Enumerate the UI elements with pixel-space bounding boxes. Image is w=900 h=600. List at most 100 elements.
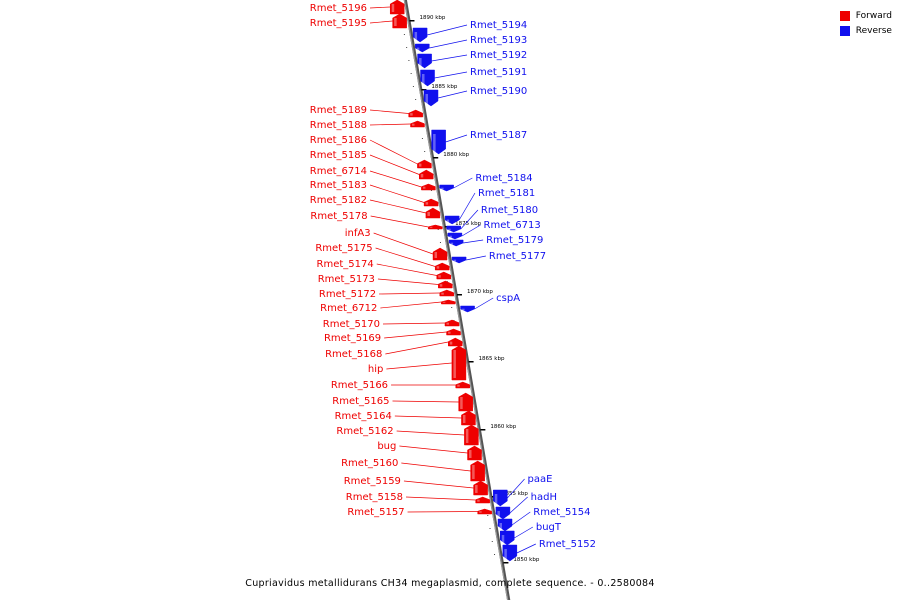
gene-label[interactable]: Rmet_5196 xyxy=(310,3,367,14)
gene-arrow[interactable] xyxy=(439,184,454,192)
gene-label[interactable]: bugT xyxy=(536,522,562,533)
gene-arrow[interactable] xyxy=(460,305,475,313)
gene-label[interactable]: Rmet_5195 xyxy=(310,18,367,29)
gene-label[interactable]: bug xyxy=(377,441,396,452)
gene-arrow[interactable] xyxy=(444,215,460,225)
gene-arrow[interactable] xyxy=(421,183,436,191)
gene-arrow[interactable] xyxy=(428,224,443,230)
gene-arrow[interactable] xyxy=(497,518,513,532)
gene-label[interactable]: Rmet_5157 xyxy=(347,507,404,518)
gene-label[interactable]: Rmet_5175 xyxy=(315,243,372,254)
gene-arrow[interactable] xyxy=(502,544,518,562)
gene-label[interactable]: Rmet_5169 xyxy=(324,333,381,344)
gene-arrow[interactable] xyxy=(455,381,470,389)
gene-arrow[interactable] xyxy=(432,247,448,261)
gene-label[interactable]: Rmet_5165 xyxy=(332,396,389,407)
gene-label[interactable]: Rmet_5173 xyxy=(318,274,375,285)
gene-arrow[interactable] xyxy=(434,262,450,271)
gene-arrow[interactable] xyxy=(470,460,485,482)
gene-label[interactable]: Rmet_5180 xyxy=(481,205,538,216)
gene-arrow[interactable] xyxy=(461,410,476,426)
gene-arrow[interactable] xyxy=(389,0,405,15)
gene-label[interactable]: Rmet_5190 xyxy=(470,86,527,97)
gene-label[interactable]: Rmet_5168 xyxy=(325,349,382,360)
gene-label[interactable]: Rmet_5185 xyxy=(310,150,367,161)
gene-arrow[interactable] xyxy=(444,319,460,327)
gene-label[interactable]: Rmet_5152 xyxy=(539,539,596,550)
gene-arrow[interactable] xyxy=(447,232,463,240)
gene-label[interactable]: Rmet_5158 xyxy=(346,492,403,503)
gene-label[interactable]: Rmet_5181 xyxy=(478,188,535,199)
gene-arrow[interactable] xyxy=(495,506,511,520)
gene-label[interactable]: Rmet_5179 xyxy=(486,235,543,246)
gene-label[interactable]: Rmet_5164 xyxy=(335,411,392,422)
gene-label[interactable]: Rmet_5192 xyxy=(470,50,527,61)
gene-arrow[interactable] xyxy=(441,299,456,305)
gene-label[interactable]: Rmet_5178 xyxy=(310,211,367,222)
gene-arrow[interactable] xyxy=(410,120,425,128)
gene-label[interactable]: Rmet_5189 xyxy=(310,105,367,116)
gene-arrow[interactable] xyxy=(451,345,467,381)
gene-arrow[interactable] xyxy=(408,109,423,118)
gene-arrow[interactable] xyxy=(423,89,439,107)
gene-label[interactable]: infA3 xyxy=(345,228,371,239)
gene-label[interactable]: Rmet_5184 xyxy=(475,173,532,184)
gene-arrow[interactable] xyxy=(475,496,490,504)
gene-arrow[interactable] xyxy=(451,256,467,264)
gene-label[interactable]: hadH xyxy=(531,492,557,503)
gene-arrow[interactable] xyxy=(431,129,446,155)
gene-arrow-shade xyxy=(448,331,451,334)
gene-label[interactable]: Rmet_5188 xyxy=(310,120,367,131)
gene-arrow[interactable] xyxy=(439,289,455,297)
gene-label[interactable]: Rmet_5183 xyxy=(310,180,367,191)
gene-arrow[interactable] xyxy=(418,169,434,180)
gene-arrow[interactable] xyxy=(412,27,428,43)
gene-label[interactable]: Rmet_5194 xyxy=(470,20,527,31)
gene-label[interactable]: Rmet_5191 xyxy=(470,67,527,78)
gene-arrow[interactable] xyxy=(446,328,461,336)
gene-arrow[interactable] xyxy=(500,530,515,546)
gene-arrow[interactable] xyxy=(425,207,441,219)
gene-label[interactable]: Rmet_6713 xyxy=(484,220,541,231)
gene-label[interactable]: cspA xyxy=(496,293,520,304)
gene-label[interactable]: Rmet_6712 xyxy=(320,303,377,314)
gene-arrow[interactable] xyxy=(417,159,432,169)
gene-leader-line xyxy=(507,478,525,499)
gene-label[interactable]: paaE xyxy=(528,474,553,485)
gene-label[interactable]: Rmet_5174 xyxy=(317,259,374,270)
gene-arrow[interactable] xyxy=(448,337,463,347)
gene-arrow[interactable] xyxy=(423,198,439,207)
gene-label[interactable]: Rmet_6714 xyxy=(310,166,367,177)
gene-label[interactable]: hip xyxy=(368,364,383,375)
gene-arrow[interactable] xyxy=(392,13,407,29)
gene-arrow[interactable] xyxy=(420,69,435,87)
gene-label[interactable]: Rmet_5186 xyxy=(310,135,367,146)
gene-label[interactable]: Rmet_5187 xyxy=(470,130,527,141)
gene-label[interactable]: Rmet_5193 xyxy=(470,35,527,46)
gene-leader-line xyxy=(369,170,422,188)
gene-arrow[interactable] xyxy=(458,392,473,412)
gene-label[interactable]: Rmet_5182 xyxy=(310,195,367,206)
gene-label[interactable]: Rmet_5177 xyxy=(489,251,546,262)
gene-arrow[interactable] xyxy=(477,508,492,515)
gene-arrow[interactable] xyxy=(415,43,430,53)
gene-arrow[interactable] xyxy=(436,271,452,280)
gene-label[interactable]: Rmet_5160 xyxy=(341,458,398,469)
gene-label[interactable]: Rmet_5159 xyxy=(344,476,401,487)
gene-arrow[interactable] xyxy=(446,225,461,233)
gene-label[interactable]: Rmet_5172 xyxy=(319,289,376,300)
gene-label[interactable]: Rmet_5166 xyxy=(331,380,388,391)
gene-arrow[interactable] xyxy=(467,445,482,461)
gene-label[interactable]: Rmet_5162 xyxy=(336,426,393,437)
gene-arrow[interactable] xyxy=(493,489,508,507)
gene-arrow[interactable] xyxy=(448,239,464,247)
gene-leader-line xyxy=(461,224,481,237)
gene-arrow[interactable] xyxy=(464,424,479,446)
gene-label[interactable]: Rmet_5170 xyxy=(323,319,380,330)
gene-arrow[interactable] xyxy=(473,480,488,496)
gene-arrow[interactable] xyxy=(438,280,453,289)
gene-label[interactable]: Rmet_5154 xyxy=(533,507,590,518)
kbp-tick-label: 1860 kbp xyxy=(490,424,516,430)
gene-arrow-shade xyxy=(472,465,475,479)
gene-arrow[interactable] xyxy=(417,53,432,69)
